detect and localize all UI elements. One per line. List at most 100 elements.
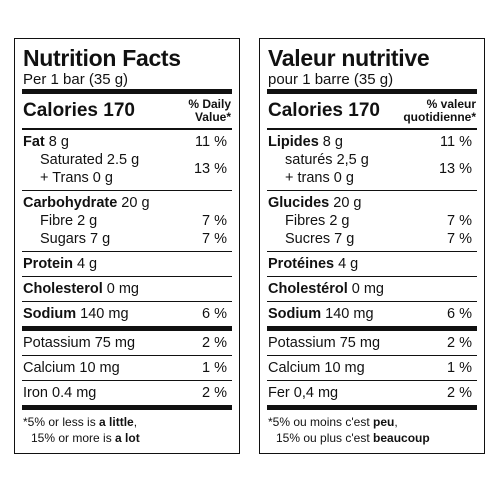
rule [22,405,232,410]
daily-value: 6 % [202,306,227,322]
calories-row: Calories 170 % valeur quotidienne* [268,94,476,128]
nutrient-row: Potassium 75 mg 2 % [23,334,231,352]
daily-value: 11 % [440,134,472,150]
nutrient-row: Protein 4 g [23,255,231,273]
nutrient-row: Sodium 140 mg 6 % [268,305,476,323]
nutrient-row: Glucides 20 g [268,194,476,212]
nutrient-row: Fibre 2 g 7 % [23,212,231,230]
nutrient-name: Lipides [268,134,319,150]
sub-nutrient: Saturated 2.5 g [40,152,140,168]
rule [22,355,232,356]
rule [22,128,232,130]
nutrient-label: Fat 8 g [23,133,69,151]
footnote-bold: beaucoup [373,431,430,445]
nutrient: Fer 0,4 mg [268,385,339,401]
nutrient-name: Cholestérol [268,281,348,297]
daily-value: 7 % [447,213,472,229]
rule [267,128,477,130]
nutrient-section: Cholesterol 0 mg [23,277,231,301]
nutrient-section: Sodium 140 mg 6 % [268,302,476,326]
nutrient: Iron 0.4 mg [23,385,97,401]
footnote-line: *5% or less is a little, [23,414,231,430]
nutrient: Potassium 75 mg [23,335,136,351]
rule [22,326,232,331]
footnote-line: *5% ou moins c'est peu, [268,414,476,430]
footnote-text: 15% ou plus c'est [276,431,374,445]
footnote-line: 15% or more is a lot [23,430,231,446]
nutrient-row: Fer 0,4 mg 2 % [268,384,476,402]
nutrient-amount: 20 g [333,195,362,211]
sub-nutrient: + Trans 0 g [40,170,113,186]
nutrient-row: Fibres 2 g 7 % [268,212,476,230]
footnote-bold: peu [373,415,395,429]
daily-value: 11 % [195,134,227,150]
rule [22,276,232,277]
nutrient-label: saturés 2,5 g + trans 0 g [268,151,369,187]
nutrient-name: Protéines [268,256,335,272]
nutrient-amount: 0 mg [351,281,385,297]
daily-value: 2 % [202,335,227,351]
daily-value: 7 % [447,231,472,247]
calories-row: Calories 170 % Daily Value* [23,94,231,128]
nutrient-label: Glucides 20 g [268,194,361,212]
nutrient-section: Protein 4 g [23,252,231,276]
daily-value: 1 % [447,360,472,376]
rule [22,190,232,191]
nutrient-section: Carbohydrate 20 g Fibre 2 g 7 % Sugars 7 g 7 … [23,191,231,251]
nutrient-row: Protéines 4 g [268,255,476,273]
footnote-text: *5% ou moins c'est [268,415,374,429]
daily-value: 7 % [202,231,227,247]
sub-nutrient: Fibre 2 g [40,213,98,229]
daily-value: 1 % [202,360,227,376]
serving-size: Per 1 bar (35 g) [23,71,129,88]
rule [267,301,477,302]
daily-value-header: % Daily Value* [188,98,231,124]
nutrient-section: Fat 8 g 11 % Saturated 2.5 g + Trans 0 g 13 % [23,130,231,190]
sub-nutrient: + trans 0 g [285,170,354,186]
rule [22,89,232,94]
nutrient-label: Cholestérol 0 mg [268,280,384,298]
daily-value: 2 % [447,335,472,351]
nutrient-label: Fibre 2 g [23,212,97,230]
nutrient-section: Sodium 140 mg 6 % [23,302,231,326]
daily-value: 6 % [447,306,472,322]
footnote: *5% or less is a little, 15% or more is a… [23,410,231,446]
nutrient-row: Calcium 10 mg 1 % [23,359,231,377]
nutrient-amount: 4 g [76,256,98,272]
rule [22,301,232,302]
nutrient: Calcium 10 mg [268,360,365,376]
nutrient-label: Sugars 7 g [23,230,110,248]
nutrient-section: Protéines 4 g [268,252,476,276]
nutrient-label: Cholesterol 0 mg [23,280,139,298]
nutrient-row: Iron 0.4 mg 2 % [23,384,231,402]
footnote-text: , [394,415,398,429]
nutrient-label: Calcium 10 mg [268,359,365,377]
footnote-text: 15% or more is [31,431,116,445]
rule [267,380,477,381]
rule [267,89,477,94]
nutrient-label: Fer 0,4 mg [268,384,338,402]
footnote-bold: a little [99,415,134,429]
daily-value: 13 % [438,161,472,177]
daily-value: 7 % [202,213,227,229]
footnote-text: , [133,415,138,429]
calories: Calories 170 [268,100,380,121]
nutrient-label: Sodium 140 mg [268,305,374,323]
panel-title: Valeur nutritive [268,45,430,71]
sub-nutrient: saturés 2,5 g [285,152,369,168]
nutrient-row: Fat 8 g 11 % [23,133,231,151]
nutrient: Potassium 75 mg [268,335,381,351]
nutrient-label: Iron 0.4 mg [23,384,96,402]
nutrient-amount: 140 mg [325,306,374,322]
daily-value-header-line: quotidienne* [403,110,476,124]
nutrient-section: Cholestérol 0 mg [268,277,476,301]
rule [267,405,477,410]
nutrient-name: Glucides [268,195,330,211]
footnote-text: *5% or less is [23,415,100,429]
nutrient-name: Carbohydrate [23,195,118,211]
nutrient-row: Carbohydrate 20 g [23,194,231,212]
nutrient-amount: 4 g [338,256,359,272]
nutrient-name: Sodium [23,306,77,322]
nutrient-row: Lipides 8 g 11 % [268,133,476,151]
